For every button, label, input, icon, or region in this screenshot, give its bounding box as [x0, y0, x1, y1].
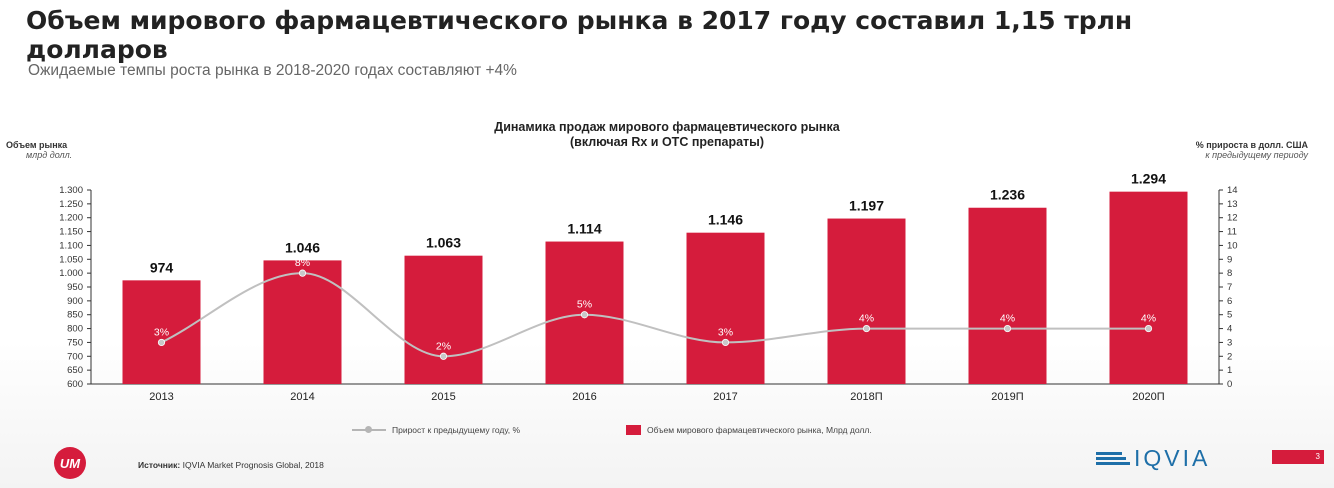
growth-point — [439, 352, 448, 360]
left-axis-label: Объем рынка — [6, 140, 68, 150]
right-tick-label: 2 — [1227, 351, 1232, 362]
bar-value-label: 1.236 — [990, 187, 1025, 203]
category-label: 2013 — [149, 391, 173, 403]
iqvia-mark-icon — [1096, 451, 1130, 465]
left-tick-label: 1.150 — [59, 227, 83, 238]
left-tick-label: 750 — [67, 337, 83, 348]
left-tick-label: 800 — [67, 324, 83, 335]
left-tick-label: 1.200 — [59, 213, 83, 224]
right-tick-label: 8 — [1227, 268, 1232, 279]
chart-title: Динамика продаж мирового фармацевтическо… — [494, 120, 840, 134]
bar — [1109, 191, 1188, 384]
growth-value-label: 4% — [859, 313, 874, 325]
growth-point — [862, 324, 871, 333]
page-number: 3 — [1272, 450, 1324, 464]
category-label: 2015 — [431, 391, 455, 403]
bar — [122, 280, 201, 384]
right-tick-label: 5 — [1227, 310, 1232, 321]
bar-value-label: 974 — [150, 259, 174, 275]
left-tick-label: 700 — [67, 351, 83, 362]
right-axis-unit: к предыдущему периоду — [1205, 150, 1308, 160]
right-tick-label: 9 — [1227, 254, 1232, 265]
legend-volume-swatch — [626, 425, 641, 435]
category-label: 2017 — [713, 391, 737, 403]
left-tick-label: 900 — [67, 296, 83, 307]
left-tick-label: 850 — [67, 310, 83, 321]
iqvia-wordmark: IQVIA — [1134, 444, 1211, 471]
left-tick-label: 1.250 — [59, 199, 83, 210]
growth-value-label: 4% — [1141, 313, 1156, 325]
right-tick-label: 6 — [1227, 296, 1232, 307]
legend-volume-label: Объем мирового фармацевтического рынка, … — [647, 425, 872, 435]
slide-title: Объем мирового фармацевтического рынка в… — [26, 6, 1133, 64]
legend-growth-swatch — [352, 426, 386, 433]
growth-point — [1144, 324, 1153, 333]
growth-point — [721, 338, 730, 347]
right-axis-label: % прироста в долл. США — [1195, 140, 1308, 150]
bar — [968, 207, 1047, 384]
right-tick-label: 3 — [1227, 337, 1232, 348]
category-label: 2020П — [1132, 391, 1164, 403]
bar — [404, 255, 483, 384]
category-label: 2014 — [290, 391, 314, 403]
bar-value-label: 1.046 — [285, 239, 320, 255]
iqvia-logo: IQVIA — [1096, 444, 1210, 472]
bar — [827, 218, 906, 384]
right-tick-label: 13 — [1227, 199, 1238, 210]
growth-point — [580, 311, 589, 319]
right-tick-label: 0 — [1227, 379, 1232, 390]
legend-growth-label: Прирост к предыдущему году, % — [392, 425, 521, 435]
um-logo: UM — [54, 447, 86, 479]
bar-value-label: 1.114 — [567, 221, 601, 237]
growth-line — [161, 272, 1149, 358]
legend-volume: Объем мирового фармацевтического рынка, … — [626, 425, 872, 435]
source-text: IQVIA Market Prognosis Global, 2018 — [182, 460, 324, 470]
bar-value-label: 1.063 — [426, 235, 461, 251]
source-label: Источник: — [138, 460, 181, 470]
growth-value-label: 2% — [436, 340, 451, 352]
growth-value-label: 8% — [295, 257, 310, 269]
growth-point — [298, 269, 307, 277]
right-tick-label: 4 — [1227, 324, 1232, 335]
left-tick-label: 600 — [67, 379, 83, 390]
bar-value-label: 1.197 — [849, 198, 884, 214]
left-axis-caption: Объем рынка млрд долл. — [6, 140, 72, 160]
right-axis-caption: % прироста в долл. США к предыдущему пер… — [1130, 140, 1308, 160]
category-label: 2016 — [572, 391, 596, 403]
growth-value-label: 5% — [577, 299, 592, 311]
right-tick-label: 11 — [1227, 227, 1237, 238]
left-tick-label: 950 — [67, 282, 83, 293]
left-tick-label: 1.300 — [59, 185, 83, 196]
growth-value-label: 3% — [154, 326, 169, 338]
source-note: Источник: IQVIA Market Prognosis Global,… — [138, 460, 324, 470]
legend-growth: Прирост к предыдущему году, % — [352, 425, 520, 435]
bar — [263, 260, 342, 384]
bar-value-label: 1.146 — [708, 212, 743, 228]
right-tick-label: 12 — [1227, 213, 1238, 224]
right-tick-label: 14 — [1227, 185, 1238, 196]
right-tick-label: 1 — [1227, 365, 1232, 376]
growth-value-label: 3% — [718, 326, 733, 338]
growth-value-label: 4% — [1000, 313, 1015, 325]
right-tick-label: 10 — [1227, 240, 1238, 251]
bar — [686, 232, 765, 384]
left-tick-label: 650 — [67, 365, 83, 376]
right-tick-label: 7 — [1227, 282, 1232, 293]
growth-point — [157, 338, 166, 347]
bar-value-label: 1.294 — [1131, 171, 1166, 187]
left-axis-unit: млрд долл. — [26, 150, 73, 160]
left-tick-label: 1.000 — [59, 268, 83, 279]
slide-subtitle: Ожидаемые темпы роста рынка в 2018-2020 … — [28, 62, 517, 79]
category-label: 2018П — [850, 391, 882, 403]
growth-point — [1003, 324, 1012, 333]
category-label: 2019П — [991, 391, 1023, 403]
left-tick-label: 1.100 — [59, 240, 83, 251]
left-tick-label: 1.050 — [59, 254, 83, 265]
chart-subtitle: (включая Rx и OTC препараты) — [569, 135, 765, 149]
